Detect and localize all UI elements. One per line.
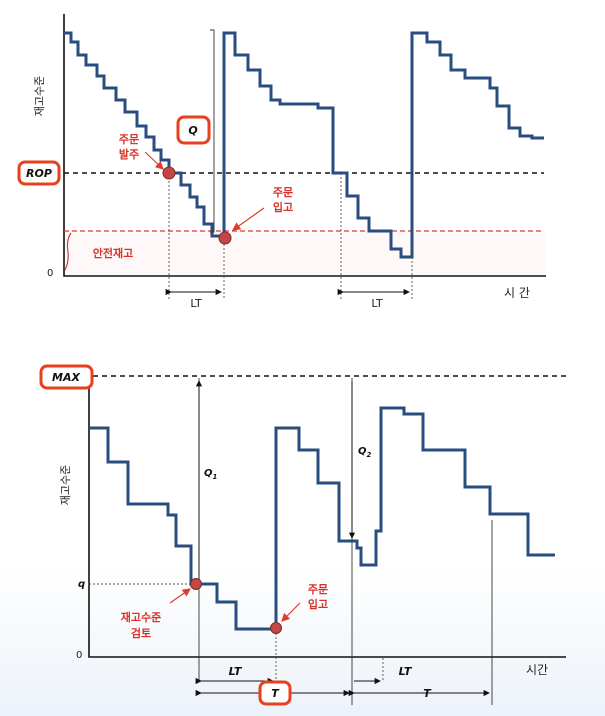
y-axis-label-top: 재고수준 — [33, 76, 46, 116]
origin-zero-bottom: 0 — [76, 650, 82, 661]
rop-badge — [17, 160, 61, 186]
review-label-line1: 재고수준 — [121, 610, 161, 624]
receipt-point-dot — [218, 231, 232, 245]
t-badge — [258, 680, 292, 706]
rop-inventory-line — [64, 31, 544, 259]
receipt-label-line1: 주문 — [273, 186, 293, 199]
order-arrow — [144, 151, 164, 170]
review-point-dot — [190, 578, 202, 590]
order-point-dot — [162, 166, 176, 180]
order-label-line2: 발주 — [119, 147, 139, 161]
order-label-line1: 주문 — [119, 133, 139, 146]
q1-label: Q1 — [204, 468, 218, 481]
q2-label: Q2 — [358, 446, 372, 459]
receipt-arrow-2 — [281, 602, 301, 622]
receipt-point-dot-2 — [270, 622, 282, 634]
safety-stock-band — [64, 231, 546, 275]
periodic-axes — [88, 385, 566, 658]
x-axis-label-bottom: 시간 — [526, 663, 548, 677]
lt-label-1: LT — [190, 297, 202, 310]
rop-badge-label: ROP — [26, 167, 52, 180]
q-level-label: q — [78, 579, 85, 590]
y-axis-label-bottom: 재고수준 — [59, 465, 72, 505]
x-axis-label-top: 시 간 — [504, 286, 530, 300]
q-badge — [176, 115, 211, 145]
periodic-diagram: 재고수준 0 q 시간 Q1 Q2 LT LT T 재고수준 검토 주문 입고 … — [39, 364, 566, 706]
lt-label-2: LT — [371, 297, 383, 310]
max-badge — [39, 364, 94, 390]
t-badge-label: T — [271, 687, 280, 700]
q-badge-label: Q — [188, 124, 197, 137]
rop-diagram: 재고수준 0 시 간 LT LT 주문 발주 주문 입고 안전재고 ROP Q — [17, 14, 546, 310]
receipt-label-line2: 입고 — [273, 201, 293, 214]
safety-stock-label: 안전재고 — [93, 246, 133, 260]
q-bracket — [210, 29, 215, 233]
receipt-arrow — [232, 207, 265, 231]
origin-zero-top: 0 — [47, 268, 53, 279]
t-label-2: T — [423, 687, 432, 700]
lt-label-4: LT — [399, 665, 413, 678]
safety-stock-brace — [64, 232, 72, 271]
receipt-label-line2-b: 입고 — [308, 598, 328, 611]
review-arrow — [169, 588, 191, 604]
lt-label-3: LT — [229, 665, 243, 678]
rop-axes — [63, 14, 546, 277]
receipt-label-line1-b: 주문 — [308, 583, 328, 596]
review-label-line2: 검토 — [131, 627, 151, 640]
periodic-inventory-line — [89, 406, 555, 631]
max-badge-label: MAX — [52, 371, 80, 384]
